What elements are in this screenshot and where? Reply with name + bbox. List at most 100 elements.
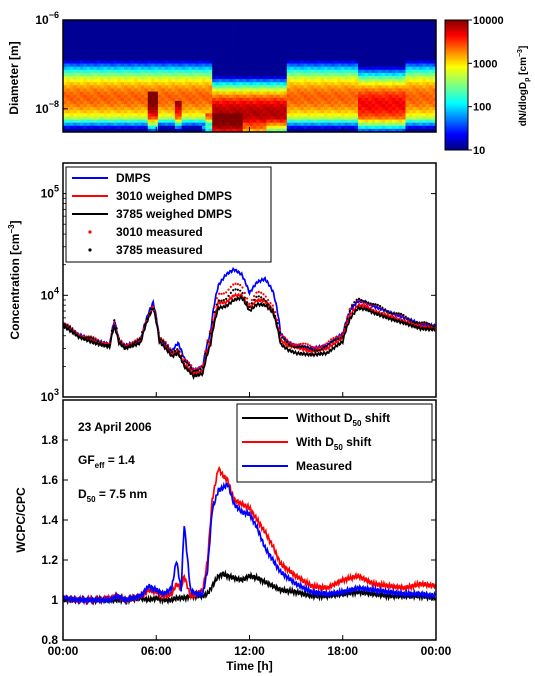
heatmap-cell [86,82,91,86]
heatmap-cell [425,88,430,92]
ratio-legend-label-main: With D [296,435,334,449]
heatmap-cell [324,20,328,24]
heatmap-cell [185,79,189,83]
heatmap-cell [412,107,417,111]
heatmap-cell [415,29,420,33]
heatmap-cell [300,116,305,120]
heatmap-cell [324,60,328,64]
heatmap-cell [347,128,352,132]
heatmap-cell [178,69,183,74]
conc-point [343,325,347,328]
heatmap-cell [419,97,423,102]
heatmap-cell [246,94,250,99]
heatmap-cell [246,69,250,74]
conc-point [80,336,83,339]
heatmap-cell [344,82,349,86]
heatmap-cell [351,79,356,83]
conc-point [120,340,123,343]
heatmap-cell [290,69,294,74]
heatmap-cell [324,85,328,89]
heatmap-cell [242,57,247,61]
heatmap-cell [422,63,427,68]
heatmap-cell [273,26,278,30]
heatmap-cell [239,66,244,71]
heatmap-cell [208,107,213,111]
heatmap-cell [408,72,413,77]
heatmap-cell [239,100,244,105]
heatmap-cell [276,97,281,102]
conc-point [264,295,267,298]
heatmap-cell [239,76,244,80]
heatmap-cell [239,29,244,33]
heatmap-cell [327,72,332,77]
heatmap-cell [290,72,294,77]
heatmap-cell [171,20,176,24]
heatmap-cell [358,91,362,96]
heatmap-cell [215,85,220,89]
heatmap-cell [90,82,94,86]
heatmap-cell [330,48,335,52]
heatmap-cell [303,94,308,99]
heatmap-cell [157,76,162,80]
heatmap-cell [320,125,325,130]
heatmap-cell [239,51,244,55]
heatmap-cell [402,38,406,43]
conc-point [176,348,179,351]
heatmap-cell [83,57,88,61]
heatmap-cell [225,51,230,55]
heatmap-cell [93,51,98,55]
heatmap-cell [63,29,67,33]
heatmap-cell [354,110,359,114]
heatmap-cell [205,35,210,40]
heatmap-cell [371,125,376,130]
conc-point [213,305,216,308]
heatmap-cell [246,63,250,68]
heatmap-cell [90,76,94,80]
heatmap-cell [256,104,261,108]
heatmap-cell [283,110,288,114]
conc-point [234,288,237,291]
heatmap-cell [63,128,67,132]
heatmap-cell [76,32,81,36]
heatmap-cell [351,66,356,71]
heatmap-cell [324,38,328,43]
heatmap-cell [144,38,149,43]
heatmap-cell [181,20,186,24]
heatmap-cell [218,54,223,58]
heatmap-cell [127,107,132,111]
heatmap-cell [371,41,376,46]
heatmap-cell [269,85,274,89]
heatmap-cell [358,44,362,49]
heatmap-cell [90,97,94,102]
heatmap-cell [310,88,315,92]
heatmap-cell [395,63,400,68]
heatmap-cell [300,76,305,80]
heatmap-cell [337,119,342,124]
heatmap-cell [202,107,206,111]
heatmap-cell [283,51,288,55]
heatmap-cell [110,29,115,33]
heatmap-cell [263,85,267,89]
heatmap-cell [313,122,318,127]
heatmap-cell [273,54,278,58]
conc-point [332,339,335,342]
heatmap-cell [120,63,125,68]
annotation-gf-sub: eff [95,461,105,470]
heatmap-cell [208,79,213,83]
heatmap-cell [368,128,372,132]
heatmap-cell [151,44,155,49]
heatmap-cell [147,94,152,99]
heatmap-cell [293,35,298,40]
heatmap-cell [334,26,339,30]
heatmap-cell [313,128,318,132]
heatmap-cell [79,128,84,132]
heatmap-cell [286,23,291,27]
heatmap-cell [419,82,423,86]
heatmap-cell [157,69,162,74]
heatmap-cell [432,104,436,108]
heatmap-cell [310,76,315,80]
heatmap-cell [307,119,311,124]
heatmap-cell [93,125,98,130]
heatmap-cell [93,41,98,46]
